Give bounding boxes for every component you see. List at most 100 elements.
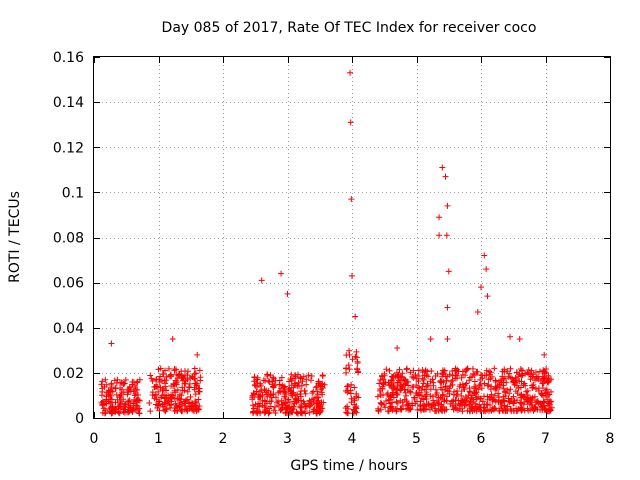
data-point	[444, 202, 451, 209]
data-point	[532, 377, 539, 384]
data-point	[381, 401, 388, 408]
data-point	[484, 293, 491, 300]
data-point	[312, 384, 319, 391]
data-point	[515, 405, 522, 412]
data-point	[351, 397, 358, 404]
data-point	[492, 398, 499, 405]
data-point	[467, 374, 474, 381]
data-point	[175, 372, 182, 379]
data-point	[348, 196, 355, 203]
data-point	[377, 406, 384, 413]
data-point	[471, 406, 478, 413]
data-point	[415, 373, 422, 380]
data-point	[120, 403, 127, 410]
data-point	[437, 394, 444, 401]
data-point	[492, 378, 499, 385]
data-point	[540, 380, 547, 387]
data-point	[415, 378, 422, 385]
data-point	[281, 388, 288, 395]
data-point	[347, 119, 354, 126]
data-point	[475, 386, 482, 393]
data-point	[276, 377, 283, 384]
data-point	[349, 272, 355, 279]
data-point	[465, 392, 472, 399]
data-point	[354, 360, 361, 367]
data-point	[381, 379, 388, 386]
data-point	[441, 398, 448, 405]
data-point	[393, 398, 400, 405]
data-point	[319, 405, 326, 412]
data-point	[395, 377, 402, 384]
data-point	[393, 369, 400, 376]
data-point	[346, 351, 353, 358]
data-point	[501, 388, 508, 395]
data-point	[168, 395, 175, 402]
data-point	[421, 403, 428, 410]
data-point	[392, 373, 399, 380]
data-point	[265, 387, 272, 394]
data-point	[129, 381, 136, 388]
data-point	[474, 368, 481, 375]
data-point	[515, 384, 522, 391]
data-point	[466, 385, 473, 392]
data-point	[481, 380, 488, 387]
data-point	[434, 400, 441, 407]
data-point	[441, 367, 448, 374]
data-point	[441, 387, 448, 394]
data-point	[544, 396, 551, 403]
data-point	[507, 386, 514, 393]
data-point	[353, 403, 360, 410]
data-point	[278, 397, 285, 404]
data-point	[108, 384, 115, 391]
data-point	[165, 365, 172, 372]
data-point	[489, 397, 496, 404]
data-point	[414, 406, 421, 413]
data-point	[392, 386, 399, 393]
data-point	[403, 366, 410, 373]
data-point	[154, 405, 161, 412]
data-point	[278, 406, 285, 413]
data-point	[297, 393, 304, 400]
data-point	[161, 377, 168, 384]
data-point	[187, 374, 194, 381]
data-point	[377, 377, 384, 384]
y-tick-label: 0.14	[53, 95, 84, 111]
data-point	[133, 379, 140, 386]
y-tick-label: 0	[75, 411, 84, 427]
y-tick-label: 0.08	[53, 231, 84, 247]
data-point	[176, 403, 183, 410]
data-point	[120, 408, 127, 415]
data-point	[275, 402, 282, 409]
data-point	[258, 277, 265, 284]
data-point	[286, 385, 293, 392]
data-point	[136, 410, 143, 417]
data-point	[308, 372, 315, 379]
data-point	[427, 393, 434, 400]
y-tick-label: 0.12	[53, 140, 84, 156]
data-point	[425, 401, 432, 408]
data-point	[497, 377, 504, 384]
data-point	[547, 407, 554, 414]
data-point	[313, 410, 320, 417]
data-point	[108, 340, 115, 347]
data-point	[308, 400, 315, 407]
y-tick-label: 0.16	[53, 50, 84, 66]
data-point	[500, 385, 507, 392]
data-point	[167, 372, 174, 379]
data-point	[412, 400, 419, 407]
data-point	[172, 377, 179, 384]
data-point	[124, 391, 131, 398]
data-point	[303, 403, 310, 410]
data-point	[430, 382, 437, 389]
data-point	[528, 367, 535, 374]
data-point	[457, 382, 464, 389]
grid-lines	[94, 57, 610, 418]
x-tick-label: 2	[219, 431, 228, 447]
data-point	[160, 385, 167, 392]
data-point	[494, 382, 501, 389]
data-point	[314, 394, 321, 401]
data-point	[301, 388, 308, 395]
data-point	[415, 384, 422, 391]
data-point	[474, 404, 481, 411]
data-point	[346, 366, 353, 373]
